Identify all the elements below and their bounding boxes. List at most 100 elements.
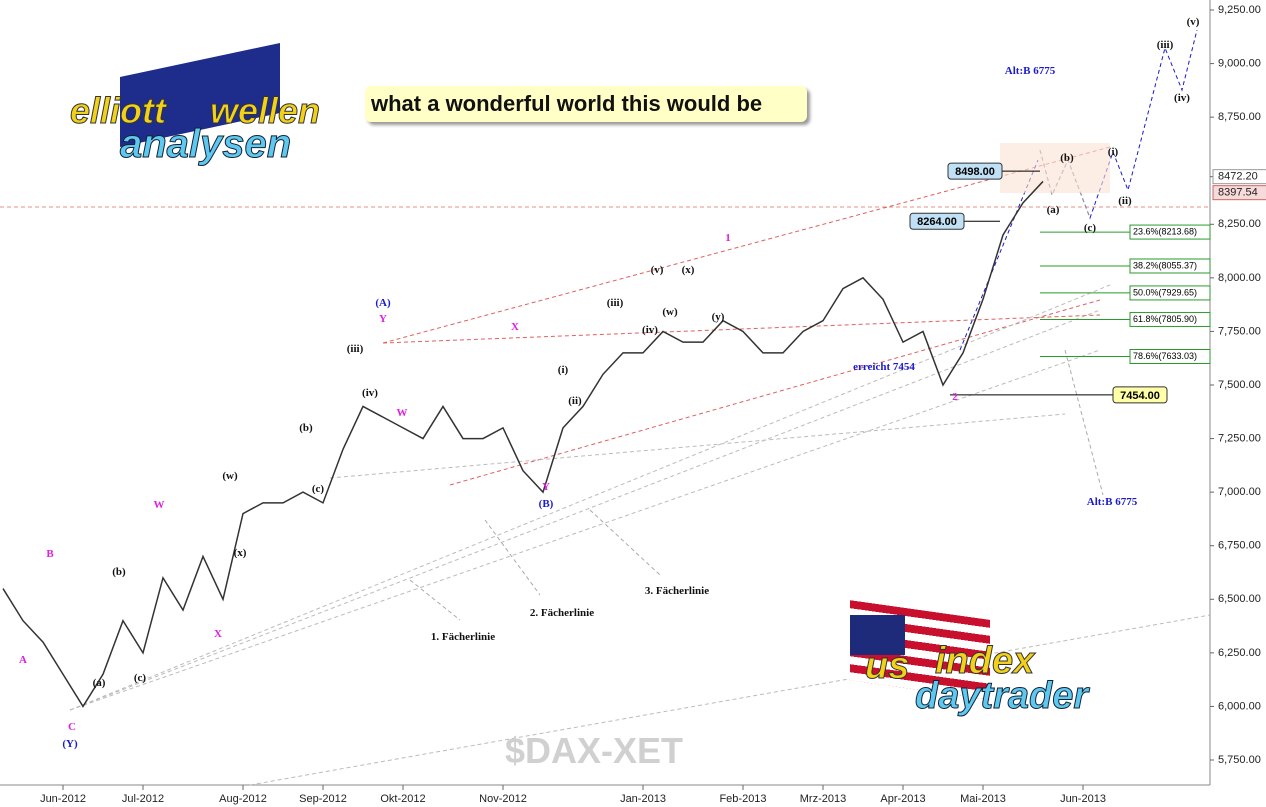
wave-label: W bbox=[154, 499, 165, 511]
wave-label: 3. Fächerlinie bbox=[645, 585, 709, 597]
wave-label: (A) bbox=[375, 297, 391, 309]
wave-label: (iv) bbox=[642, 324, 658, 336]
fib-box bbox=[1129, 258, 1211, 274]
x-tick-label: Sep-2012 bbox=[299, 793, 347, 805]
wave-label: 1 bbox=[725, 232, 731, 244]
wave-label: C bbox=[68, 721, 76, 733]
wave-label: (c) bbox=[1084, 222, 1097, 234]
wave-label: (b) bbox=[112, 566, 126, 578]
y-tick-label: 7,000.00 bbox=[1218, 486, 1261, 498]
wave-label: (v) bbox=[651, 264, 664, 276]
title: what a wonderful world this would be bbox=[371, 91, 763, 116]
symbol-watermark: $DAX-XET bbox=[505, 730, 684, 771]
wave-label: (w) bbox=[662, 306, 678, 318]
us-flag-canton bbox=[850, 615, 905, 655]
wave-label: X bbox=[214, 628, 222, 640]
wave-label: Y bbox=[379, 313, 387, 325]
wave-label: (y) bbox=[712, 311, 725, 323]
wave-label: (b) bbox=[299, 422, 313, 434]
wave-label: X bbox=[511, 321, 519, 333]
wave-label: (b) bbox=[1060, 152, 1074, 164]
x-tick-label: Jan-2013 bbox=[620, 793, 666, 805]
price-box bbox=[1112, 386, 1168, 404]
y-tick-label: 9,000.00 bbox=[1218, 57, 1261, 69]
x-tick-label: Jun-2013 bbox=[1060, 793, 1106, 805]
x-tick-label: Aug-2012 bbox=[219, 793, 267, 805]
wave-label: (c) bbox=[312, 483, 325, 495]
wave-label: (iii) bbox=[347, 343, 364, 355]
fib-box bbox=[1129, 311, 1211, 327]
x-tick-label: Mrz-2013 bbox=[800, 793, 846, 805]
x-tick-label: Jun-2012 bbox=[40, 793, 86, 805]
logo-word: wellen bbox=[209, 90, 321, 132]
plot-area bbox=[0, 0, 1210, 785]
wave-label: (B) bbox=[539, 498, 554, 510]
wave-label: (v) bbox=[1187, 16, 1200, 28]
logo-word: elliott bbox=[70, 90, 167, 132]
wave-label: A bbox=[19, 654, 27, 666]
y-tick-label: 8472.20 bbox=[1218, 171, 1258, 183]
price-box-label: 8264.00 bbox=[917, 216, 957, 228]
price-box bbox=[947, 162, 1003, 180]
y-tick-label: 8,250.00 bbox=[1218, 218, 1261, 230]
wave-label: (i) bbox=[558, 364, 569, 376]
wave-label: (Y) bbox=[62, 738, 78, 750]
logo-word: index bbox=[934, 640, 1035, 683]
fib-box bbox=[1129, 285, 1211, 301]
y-tick-label: 5,750.00 bbox=[1218, 754, 1261, 766]
x-tick-label: Okt-2012 bbox=[380, 793, 425, 805]
last-price-tag bbox=[1212, 185, 1266, 201]
wave-label: (x) bbox=[234, 547, 247, 559]
wave-label: erreicht 7454 bbox=[853, 361, 915, 373]
fib-label: 78.6%(7633.03) bbox=[1133, 351, 1197, 361]
fib-label: 50.0%(7929.65) bbox=[1133, 287, 1197, 297]
wave-label: (a) bbox=[1047, 204, 1060, 216]
logo-word: us bbox=[864, 645, 910, 688]
y-tick-label: 6,750.00 bbox=[1218, 540, 1261, 552]
wave-label: (w) bbox=[222, 470, 238, 482]
wave-label: 2 bbox=[952, 391, 958, 403]
last-price-label: 8397.54 bbox=[1218, 187, 1258, 199]
wave-label: W bbox=[397, 407, 408, 419]
fib-label: 61.8%(7805.90) bbox=[1133, 314, 1197, 324]
y-tick-label: 7,500.00 bbox=[1218, 379, 1261, 391]
y-tick-label: 6,500.00 bbox=[1218, 593, 1261, 605]
wave-label: (ii) bbox=[568, 395, 582, 407]
x-tick-label: Jul-2012 bbox=[122, 793, 164, 805]
y-tick-label: 9,250.00 bbox=[1218, 4, 1261, 16]
target-zone bbox=[1000, 143, 1110, 193]
wave-label: (ii) bbox=[1118, 195, 1132, 207]
logo-word: analysen bbox=[119, 122, 292, 167]
wave-label: (a) bbox=[93, 677, 106, 689]
wave-label: (iii) bbox=[607, 297, 624, 309]
fib-label: 38.2%(8055.37) bbox=[1133, 260, 1197, 270]
x-tick-label: Nov-2012 bbox=[479, 793, 527, 805]
wave-label: (c) bbox=[134, 672, 147, 684]
title-box: what a wonderful world this would be bbox=[365, 86, 807, 122]
price-box bbox=[909, 212, 965, 230]
wave-label: (iv) bbox=[1174, 92, 1190, 104]
price-tag bbox=[1212, 169, 1266, 185]
y-tick-label: 8,000.00 bbox=[1218, 272, 1261, 284]
x-tick-label: Feb-2013 bbox=[719, 793, 766, 805]
wave-label: B bbox=[46, 548, 54, 560]
wave-label: 1. Fächerlinie bbox=[431, 631, 495, 643]
wave-label: Alt:B 6775 bbox=[1087, 496, 1138, 508]
y-tick-label: 6,000.00 bbox=[1218, 700, 1261, 712]
fib-label: 23.6%(8213.68) bbox=[1133, 226, 1197, 236]
y-tick-label: 7,750.00 bbox=[1218, 325, 1261, 337]
wave-label: (x) bbox=[682, 264, 695, 276]
fib-box bbox=[1129, 348, 1211, 364]
logo-word: daytrader bbox=[914, 675, 1089, 718]
price-box-label: 8498.00 bbox=[955, 166, 995, 178]
x-tick-label: Mai-2013 bbox=[960, 793, 1006, 805]
y-tick-label: 6,250.00 bbox=[1218, 647, 1261, 659]
price-box-label: 7454.00 bbox=[1120, 390, 1160, 402]
wave-label: (iii) bbox=[1157, 39, 1174, 51]
logo-top: elliott wellen analysen bbox=[60, 42, 330, 170]
y-tick-label: 7,250.00 bbox=[1218, 432, 1261, 444]
wave-label: Alt:B 6775 bbox=[1005, 65, 1056, 77]
y-tick-label: 8,750.00 bbox=[1218, 111, 1261, 123]
